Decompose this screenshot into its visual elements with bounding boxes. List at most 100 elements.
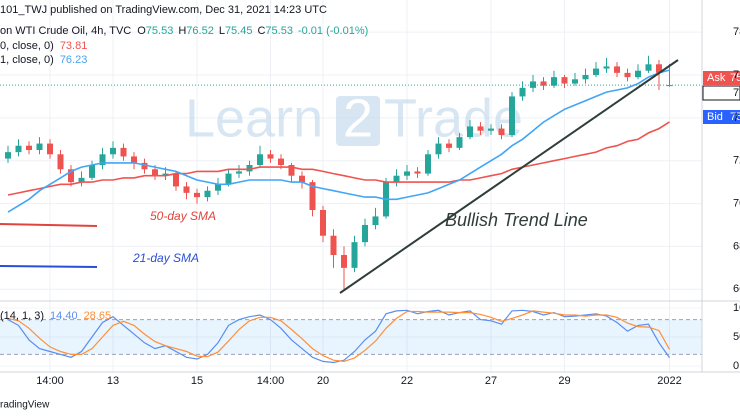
candle-body bbox=[603, 66, 610, 69]
sma-line bbox=[7, 69, 670, 213]
ohlc-label: C bbox=[257, 25, 265, 37]
ask-label: Ask bbox=[707, 72, 726, 84]
legend-entry: 0, close, 0) 73.81 bbox=[0, 40, 87, 52]
candle-body bbox=[299, 175, 305, 183]
y-tick-label: 68.00 bbox=[733, 240, 740, 252]
candle-body bbox=[635, 70, 641, 78]
indicator-legend: (14, 1, 3) 14.40 28.65 bbox=[0, 310, 111, 322]
candle-body bbox=[68, 169, 74, 183]
ohlc-value: 75.53 bbox=[146, 25, 174, 37]
footer: radingView bbox=[0, 400, 50, 411]
legend-value: 73.81 bbox=[60, 40, 88, 52]
sma-line bbox=[7, 121, 670, 196]
candle-body bbox=[435, 143, 442, 155]
ohlc-label: L bbox=[219, 25, 225, 37]
candle-body bbox=[656, 64, 662, 73]
candle-body bbox=[5, 152, 11, 159]
candle-body bbox=[624, 72, 631, 78]
y-tick-label: 72.00 bbox=[733, 155, 740, 167]
candle-body bbox=[341, 255, 347, 268]
x-tick-label: 27 bbox=[485, 375, 497, 387]
candle-body bbox=[477, 126, 484, 131]
candle-body bbox=[215, 184, 221, 191]
candle-body bbox=[414, 171, 421, 174]
annotation: 50-day SMA bbox=[150, 209, 216, 223]
candle-body bbox=[225, 173, 232, 185]
x-tick-label: 13 bbox=[107, 375, 119, 387]
bid-value: 75.52 bbox=[730, 111, 740, 123]
watermark-text: 2 bbox=[343, 88, 373, 148]
candle-body bbox=[257, 154, 263, 165]
candle-body bbox=[519, 87, 526, 97]
y-tick-label: 0.00 bbox=[733, 360, 740, 372]
ohlc-label: H bbox=[178, 25, 186, 37]
candle-body bbox=[572, 79, 578, 84]
y-tick-label: 76.00 bbox=[733, 69, 740, 81]
candle-body bbox=[141, 162, 148, 170]
x-tick-label: 22 bbox=[401, 375, 413, 387]
y-tick-label: 100.00 bbox=[733, 302, 740, 314]
candle-body bbox=[582, 75, 589, 80]
candle-body bbox=[89, 165, 95, 178]
ohlc-value: 76.52 bbox=[186, 25, 214, 37]
candle-body bbox=[78, 177, 85, 183]
candle-body bbox=[645, 64, 652, 71]
candle-body bbox=[173, 173, 179, 187]
symbol: on WTI Crude Oil, 4h, TVC bbox=[0, 25, 131, 37]
legend-value: 28.65 bbox=[84, 310, 112, 322]
candle-body bbox=[183, 186, 190, 193]
candle-body bbox=[404, 171, 410, 176]
x-tick-label: 2022 bbox=[657, 375, 681, 387]
candle-body bbox=[467, 126, 473, 138]
candle-body bbox=[26, 145, 32, 150]
legend-name: 0, close, 0) bbox=[0, 40, 54, 52]
y-tick-label: 78.00 bbox=[733, 26, 740, 38]
candle-body bbox=[309, 182, 316, 210]
x-tick-label: 14:00 bbox=[36, 375, 64, 387]
legend-value: 76.23 bbox=[60, 54, 88, 66]
candle-body bbox=[194, 192, 200, 198]
candle-body bbox=[551, 77, 557, 86]
x-tick-label: 14:00 bbox=[257, 375, 285, 387]
ask-tag bbox=[703, 71, 740, 85]
x-tick-label: 29 bbox=[558, 375, 570, 387]
watermark-text: Learn bbox=[185, 88, 323, 148]
watermark: Learn 2 Trade bbox=[185, 88, 523, 148]
price-tag bbox=[702, 85, 740, 101]
candle-body bbox=[288, 165, 295, 176]
plot-area bbox=[0, 55, 702, 364]
legend-line bbox=[0, 265, 98, 268]
legend-value: 14.40 bbox=[50, 310, 78, 322]
watermark-text: Trade bbox=[384, 88, 523, 148]
candle-body bbox=[162, 173, 169, 176]
candle-body bbox=[246, 165, 253, 172]
candle-body bbox=[99, 154, 106, 165]
symbol-legend: on WTI Crude Oil, 4h, TVC O75.53 H76.52 L75… bbox=[0, 25, 368, 37]
candle-body bbox=[530, 81, 536, 88]
trend-line bbox=[339, 59, 679, 294]
candle-body bbox=[47, 143, 53, 155]
candle-body bbox=[110, 147, 116, 155]
candle-body bbox=[15, 145, 22, 153]
ask-value: 75.56 bbox=[730, 72, 740, 84]
candle-body bbox=[267, 154, 274, 159]
candle-body bbox=[204, 190, 211, 198]
candle-body bbox=[488, 128, 494, 131]
y-tick-label: 50.00 bbox=[733, 331, 740, 343]
candle-body bbox=[120, 147, 127, 157]
legend-entry: 1, close, 0) 76.23 bbox=[0, 54, 87, 66]
candle-body bbox=[509, 96, 515, 135]
x-tick-label: 20 bbox=[317, 375, 329, 387]
ohlc-value: 75.53 bbox=[265, 25, 293, 37]
candle-body bbox=[57, 154, 64, 170]
candle-body bbox=[446, 143, 452, 148]
candle-body bbox=[362, 225, 368, 243]
legend-name: 1, close, 0) bbox=[0, 54, 54, 66]
candle-body bbox=[131, 156, 137, 163]
y-tick-label: 66.00 bbox=[733, 283, 740, 295]
legend-line bbox=[0, 223, 98, 227]
candle-body bbox=[498, 128, 505, 135]
candle-body bbox=[320, 210, 326, 236]
candle-body bbox=[236, 171, 242, 174]
